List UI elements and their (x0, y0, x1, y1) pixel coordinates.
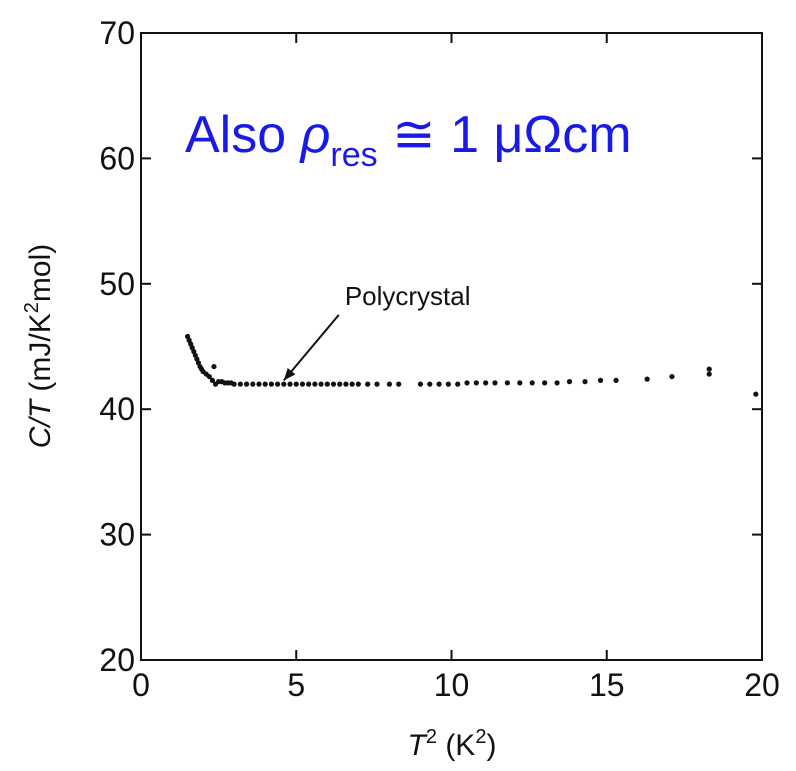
data-point (324, 381, 330, 387)
data-point (427, 381, 433, 387)
x-axis-title: T2 (K2) (408, 726, 497, 762)
data-point (669, 373, 675, 380)
data-point (504, 380, 510, 386)
data-point (706, 366, 712, 372)
data-point (374, 381, 380, 387)
data-point (306, 381, 312, 387)
data-point (337, 381, 343, 387)
overlay-prefix: Also (185, 106, 301, 164)
data-point (386, 381, 392, 387)
data-point (542, 380, 548, 386)
data-point (237, 381, 243, 387)
x-tick-label: 10 (434, 667, 470, 703)
data-point (613, 377, 619, 383)
data-point (206, 373, 212, 380)
data-point (753, 391, 759, 397)
overlay-resistivity-text: Also ρres ≅ 1 μΩcm (185, 106, 632, 174)
annotation-label: Polycrystal (345, 281, 471, 311)
x-axis-title-unit-end: ) (486, 729, 496, 762)
data-point (275, 381, 281, 387)
data-point (566, 379, 573, 385)
annotation-polycrystal: Polycrystal (283, 281, 471, 382)
data-point (396, 381, 402, 387)
y-tick-label: 20 (99, 642, 135, 678)
data-point (250, 381, 256, 387)
y-axis-title-mid: (mJ/K (24, 313, 57, 400)
y-tick-label: 70 (99, 15, 135, 51)
data-point (473, 380, 479, 386)
data-point (293, 381, 299, 387)
y-axis-title: C/T (mJ/K2mol) (21, 244, 57, 448)
axis-ticks (140, 32, 763, 661)
data-point (268, 381, 275, 387)
data-point (445, 381, 451, 387)
x-axis-title-unit-sup: 2 (475, 726, 486, 748)
data-point (281, 381, 287, 387)
y-tick-label: 50 (99, 266, 135, 302)
data-point (582, 379, 588, 385)
overlay-subscript: res (330, 136, 377, 174)
data-point (209, 377, 216, 383)
data-point (312, 381, 318, 387)
data-point (262, 381, 268, 387)
data-point (256, 381, 262, 387)
data-point (287, 381, 293, 387)
y-axis-title-sup: 2 (21, 302, 43, 313)
data-point (355, 381, 361, 387)
data-point (318, 381, 324, 387)
y-axis-title-pre: C/T (24, 397, 57, 448)
annotation-arrow-head (283, 367, 296, 381)
x-tick-label: 0 (132, 667, 150, 703)
x-tick-label: 5 (287, 667, 305, 703)
data-point (243, 381, 250, 387)
overlay-suffix: ≅ 1 μΩcm (378, 106, 632, 164)
data-point (644, 376, 650, 382)
data-point (365, 381, 371, 387)
data-point (517, 380, 523, 386)
y-tick-label: 40 (99, 391, 135, 427)
data-point (455, 381, 461, 387)
data-point (211, 363, 217, 370)
data-point (529, 380, 535, 386)
data-point (483, 380, 489, 386)
data-point (492, 380, 498, 386)
data-point (349, 381, 355, 387)
data-point (343, 381, 349, 387)
x-axis-title-sup: 2 (426, 726, 437, 748)
data-point (417, 381, 424, 387)
y-axis-title-post: mol) (24, 244, 57, 302)
data-point (597, 377, 604, 383)
data-series (184, 333, 759, 397)
x-tick-label: 20 (744, 667, 780, 703)
data-point (706, 371, 712, 377)
x-tick-label: 15 (589, 667, 625, 703)
x-axis-title-unit: (K (437, 729, 475, 762)
data-point (554, 380, 560, 386)
data-point (464, 380, 470, 386)
axis-tick-labels: 0 5 10 15 20 20 30 40 50 60 70 (99, 15, 779, 703)
annotation-arrow (283, 314, 340, 382)
data-point (436, 381, 442, 387)
x-axis-title-main: T (408, 729, 429, 762)
data-point (330, 381, 337, 387)
data-point (231, 381, 237, 387)
y-tick-label: 30 (99, 517, 135, 553)
y-tick-label: 60 (99, 140, 135, 176)
data-point (299, 381, 306, 387)
overlay-symbol: ρ (299, 106, 331, 164)
